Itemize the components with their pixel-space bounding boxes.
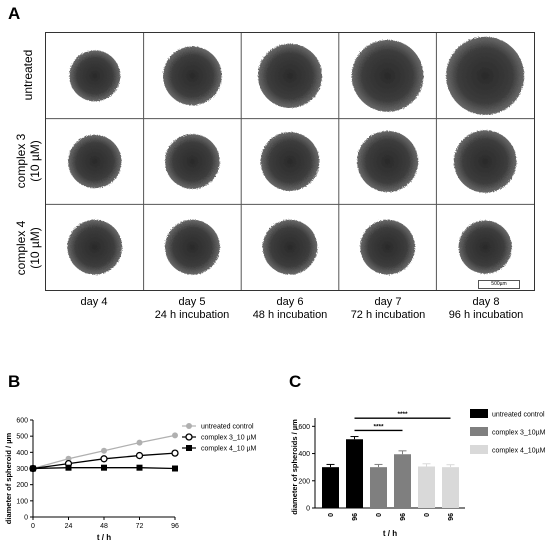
y-tick-label: 0 bbox=[24, 515, 28, 522]
legend-entry-0: untreated control bbox=[182, 423, 254, 431]
bar-2 bbox=[370, 467, 387, 508]
bar-1 bbox=[346, 439, 363, 508]
data-point bbox=[186, 445, 192, 451]
scale-bar: 500µm bbox=[478, 280, 520, 289]
legend-entry-2: complex 4_10µM bbox=[470, 445, 546, 455]
legend-swatch bbox=[470, 409, 488, 418]
y-tick-label: 0 bbox=[306, 506, 310, 513]
significance-label-0: **** bbox=[397, 411, 408, 418]
bar-0 bbox=[322, 467, 339, 508]
spheroid-image-r2-c3 bbox=[360, 219, 416, 275]
y-tick-label: 200 bbox=[16, 482, 28, 489]
x-tick-label: 0 bbox=[424, 513, 431, 517]
data-point bbox=[65, 455, 72, 462]
x-tick-label: 0 bbox=[328, 513, 335, 517]
data-point bbox=[65, 464, 72, 471]
legend-label: untreated control bbox=[201, 424, 254, 431]
row-label-0: untreated bbox=[21, 49, 35, 101]
x-axis-label: t / h bbox=[383, 529, 397, 538]
row-label-1: complex 3 (10 µM) bbox=[14, 133, 42, 189]
legend-label: complex 4_10µM bbox=[492, 448, 546, 455]
line-chart: 0 100 200 300 400 500 600 0 24 48 72 96 t / h diamete… bbox=[4, 418, 257, 543]
spheroid-image-r2-c4 bbox=[458, 220, 512, 274]
legend-entry-1: complex 3_10 µM bbox=[182, 433, 257, 442]
data-point bbox=[136, 439, 143, 446]
legend-label: complex 4_10 µM bbox=[201, 446, 257, 453]
spheroid-image-r1-c3 bbox=[357, 130, 419, 193]
spheroid-image-r0-c1 bbox=[163, 46, 222, 106]
spheroid-image-r1-c4 bbox=[453, 130, 517, 193]
x-tick-label: 96 bbox=[400, 513, 407, 521]
data-point bbox=[30, 465, 36, 472]
legend-swatch bbox=[470, 427, 488, 436]
x-tick-label: 96 bbox=[448, 513, 455, 521]
y-axis-label: diameter of spheroid / µm bbox=[4, 432, 13, 524]
x-tick-label: 0 bbox=[31, 523, 35, 530]
bar-chart: 0 200 400 600 0 96 0 96 0 96 **** **** t / h diameter… bbox=[290, 409, 546, 538]
data-point bbox=[136, 464, 143, 471]
y-tick-label: 200 bbox=[298, 478, 310, 485]
column-label-3: day 7 72 h incubation bbox=[350, 296, 426, 321]
column-label-2: day 6 48 h incubation bbox=[252, 296, 328, 321]
spheroid-image-r1-c2 bbox=[260, 132, 320, 191]
spheroid-image-svg bbox=[46, 33, 534, 290]
legend-entry-0: untreated control bbox=[470, 409, 545, 419]
spheroid-image-r2-c0 bbox=[67, 219, 123, 275]
legend-swatch bbox=[470, 445, 488, 454]
data-point bbox=[172, 465, 178, 472]
data-point bbox=[100, 455, 108, 463]
spheroid-image-r0-c3 bbox=[351, 39, 424, 112]
spheroid-image-r0-c0 bbox=[69, 50, 121, 102]
series-2 bbox=[30, 464, 178, 472]
x-axis-label: t / h bbox=[97, 533, 111, 542]
y-tick-label: 600 bbox=[298, 424, 310, 431]
significance-label-1: **** bbox=[373, 423, 384, 430]
row-label-2: complex 4 (10 µM) bbox=[14, 220, 42, 275]
spheroid-image-r0-c4 bbox=[446, 36, 525, 115]
spheroid-image-r0-c2 bbox=[257, 43, 323, 108]
legend-label: complex 3_10 µM bbox=[201, 435, 257, 442]
spheroid-image-r1-c1 bbox=[164, 134, 220, 189]
spheroid-image-grid bbox=[45, 32, 535, 291]
x-tick-label: 48 bbox=[100, 523, 108, 530]
bar-4 bbox=[418, 466, 435, 508]
spheroid-image-r2-c2 bbox=[262, 219, 318, 275]
data-point bbox=[135, 451, 144, 460]
x-tick-label: 96 bbox=[171, 523, 179, 530]
panel-letter-b: B bbox=[8, 372, 21, 391]
legend-label: complex 3_10µM bbox=[492, 430, 546, 437]
data-point bbox=[101, 447, 107, 454]
y-tick-label: 400 bbox=[16, 450, 28, 457]
data-point bbox=[101, 464, 107, 471]
y-tick-label: 100 bbox=[16, 498, 28, 505]
bar-3 bbox=[394, 454, 411, 508]
data-point bbox=[186, 423, 192, 429]
bar-5 bbox=[442, 467, 459, 508]
column-label-1: day 5 24 h incubation bbox=[154, 296, 230, 321]
x-tick-label: 96 bbox=[352, 513, 359, 521]
y-tick-label: 400 bbox=[298, 451, 310, 458]
column-label-4: day 8 96 h incubation bbox=[448, 296, 524, 321]
y-axis-label: diameter of spheroids / µm bbox=[290, 419, 299, 515]
x-tick-label: 24 bbox=[65, 523, 73, 530]
x-tick-label: 0 bbox=[376, 513, 383, 517]
data-point bbox=[171, 449, 179, 457]
legend-entry-2: complex 4_10 µM bbox=[182, 445, 257, 453]
spheroid-image-r2-c1 bbox=[164, 219, 220, 275]
spheroid-image-r1-c0 bbox=[68, 134, 122, 189]
panel-letter-a: A bbox=[8, 4, 21, 23]
column-label-0: day 4 bbox=[80, 296, 108, 308]
data-point bbox=[185, 433, 193, 441]
panel-letter-c: C bbox=[289, 372, 302, 391]
legend-label: untreated control bbox=[492, 412, 545, 419]
y-tick-label: 600 bbox=[16, 418, 28, 425]
legend-entry-1: complex 3_10µM bbox=[470, 427, 546, 437]
y-tick-label: 500 bbox=[16, 434, 28, 441]
data-point bbox=[172, 432, 178, 439]
x-tick-label: 72 bbox=[136, 523, 144, 530]
y-tick-label: 300 bbox=[16, 466, 28, 473]
